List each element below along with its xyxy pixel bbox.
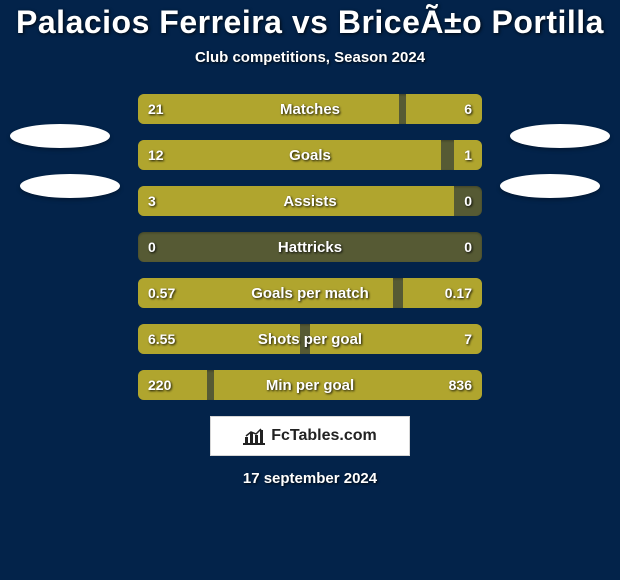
team-logo-placeholder [500,174,600,198]
stat-bar-left [138,186,454,216]
stat-bar-left [138,278,393,308]
footer-date: 17 september 2024 [0,470,620,487]
stat-bar-right [406,94,482,124]
stat-row: 30Assists [138,186,482,216]
page-title: Palacios Ferreira vs BriceÃ±o Portilla [0,4,620,41]
stat-row: 121Goals [138,140,482,170]
stat-bars: 216Matches 121Goals 30Assists 00Hattricks 0.… [138,94,482,400]
page-subtitle: Club competitions, Season 2024 [0,49,620,66]
comparison-infographic: Palacios Ferreira vs BriceÃ±o Portilla C… [0,0,620,580]
stat-bar-left [138,140,441,170]
stat-bar-right [454,140,482,170]
footer-logo[interactable]: FcTables.com [210,416,410,456]
stat-bar-right [310,324,482,354]
stat-row: 00Hattricks [138,232,482,262]
team-logo-placeholder [510,124,610,148]
team-logo-placeholder [20,174,120,198]
stat-row: 6.557Shots per goal [138,324,482,354]
footer-logo-text: FcTables.com [271,427,377,445]
stat-bar-left [138,370,207,400]
stat-bar-left [138,94,399,124]
stat-row: 216Matches [138,94,482,124]
stat-bar-left [138,324,300,354]
stat-bar-right [403,278,482,308]
stat-row: 220836Min per goal [138,370,482,400]
team-logo-placeholder [10,124,110,148]
stat-row: 0.570.17Goals per match [138,278,482,308]
chart-icon [243,427,265,445]
stat-bar-right [214,370,482,400]
